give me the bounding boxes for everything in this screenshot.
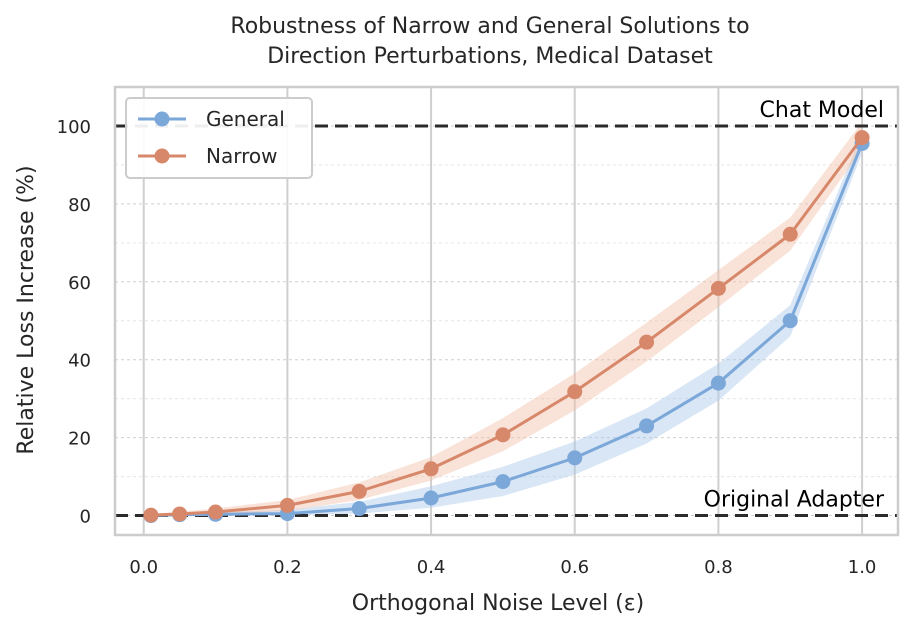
legend: General Narrow [125,97,313,179]
x-tick-label: 0.6 [560,557,589,578]
x-tick-label: 0.2 [273,557,302,578]
plot-border [113,85,900,537]
legend-marker-general [154,111,170,127]
chart-title: Robustness of Narrow and General Solutio… [230,14,749,69]
data-point-general [495,474,511,490]
data-point-narrow [423,461,439,477]
y-tick-label: 80 [68,195,91,216]
data-point-general [423,490,439,506]
data-point-narrow [208,504,224,520]
data-point-general [639,418,655,434]
data-point-narrow [172,506,188,522]
data-point-narrow [495,427,511,443]
y-tick-label: 60 [68,273,91,294]
reference-line-labels: Chat Model Original Adapter [704,98,885,513]
x-axis-ticks: 0.0 0.2 0.4 0.6 0.8 1.0 [129,557,876,578]
band-general [150,133,863,516]
data-point-narrow [567,384,583,400]
data-point-narrow [639,334,655,350]
x-axis-label: Orthogonal Noise Level (ε) [352,591,645,616]
legend-label-general: General [206,107,285,131]
x-tick-label: 0.0 [129,557,158,578]
data-point-narrow [279,497,295,513]
data-point-narrow [854,130,870,146]
x-tick-label: 0.4 [417,557,446,578]
y-tick-label: 40 [68,351,91,372]
data-point-narrow [351,483,367,499]
data-point-narrow [143,507,159,523]
y-axis-ticks: 0 20 40 60 80 100 [57,117,91,528]
chart-title-line-2: Direction Perturbations, Medical Dataset [267,44,713,69]
plot-frame [113,85,900,537]
y-tick-label: 20 [68,429,91,450]
chart-title-line-1: Robustness of Narrow and General Solutio… [230,14,749,39]
data-point-general [351,501,367,517]
data-point-general [710,375,726,391]
data-point-general [567,450,583,466]
reference-label-original-adapter: Original Adapter [704,488,885,513]
legend-marker-narrow [154,148,170,164]
data-point-narrow [710,280,726,296]
x-tick-label: 1.0 [848,557,877,578]
data-point-general [782,313,798,329]
reference-label-chat-model: Chat Model [760,98,884,123]
y-tick-label: 0 [80,507,91,528]
x-tick-label: 0.8 [704,557,733,578]
data-point-narrow [782,226,798,242]
data-series [143,130,870,524]
y-axis-label: Relative Loss Increase (%) [14,165,39,454]
y-tick-label: 100 [57,117,91,138]
legend-label-narrow: Narrow [206,144,277,168]
